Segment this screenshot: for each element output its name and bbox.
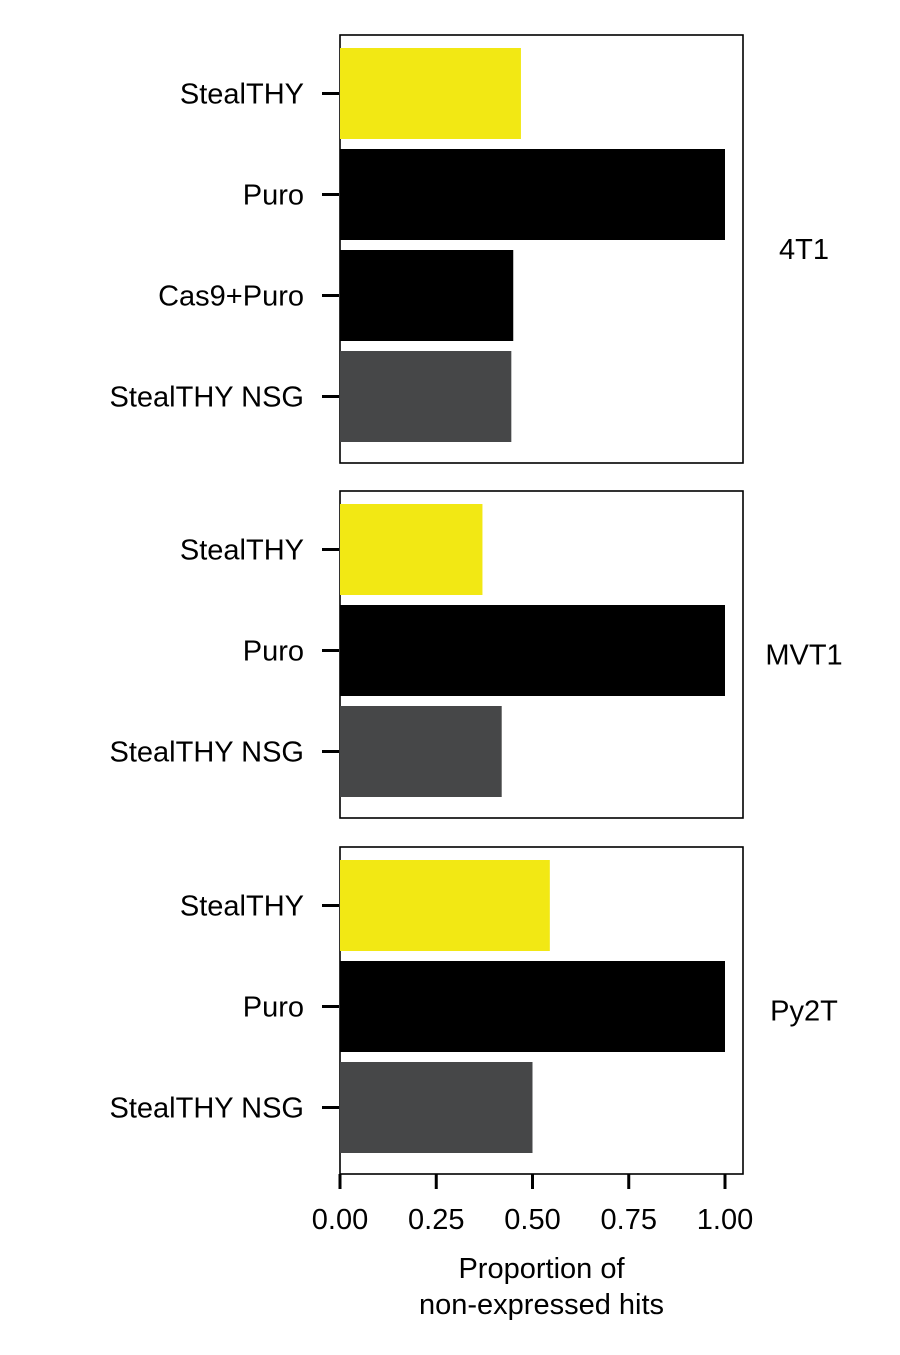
bar (340, 250, 514, 341)
x-tick-label: 0.75 (601, 1204, 657, 1236)
bar (340, 48, 521, 139)
bar (340, 351, 512, 442)
y-tick-label: StealTHY NSG (110, 737, 304, 769)
x-tick-label: 1.00 (697, 1204, 753, 1236)
x-axis-label: Proportion of non-expressed hits (419, 1253, 664, 1321)
y-tick-label: StealTHY (180, 79, 304, 111)
x-axis-label-line: non-expressed hits (419, 1289, 664, 1321)
facet-label: MVT1 (765, 640, 842, 672)
y-tick-label: StealTHY (180, 535, 304, 567)
bar (340, 706, 502, 797)
y-tick-label: Cas9+Puro (158, 281, 304, 313)
y-tick-label: Puro (243, 992, 304, 1024)
x-axis-label-line: Proportion of (458, 1253, 625, 1285)
x-tick-label: 0.00 (312, 1204, 368, 1236)
y-tick-label: Puro (243, 180, 304, 212)
y-tick-label: StealTHY NSG (110, 1093, 304, 1125)
bar (340, 1062, 533, 1153)
x-tick-label: 0.50 (504, 1204, 560, 1236)
bar (340, 961, 725, 1052)
bar (340, 149, 725, 240)
bar (340, 860, 550, 951)
facet-label: 4T1 (779, 234, 829, 266)
bar (340, 504, 483, 595)
bar (340, 605, 725, 696)
y-tick-label: StealTHY (180, 891, 304, 923)
y-tick-label: StealTHY NSG (110, 382, 304, 414)
panel-frame (339, 34, 744, 464)
y-tick-label: Puro (243, 636, 304, 668)
x-tick-label: 0.25 (408, 1204, 464, 1236)
facet-label: Py2T (770, 996, 838, 1028)
